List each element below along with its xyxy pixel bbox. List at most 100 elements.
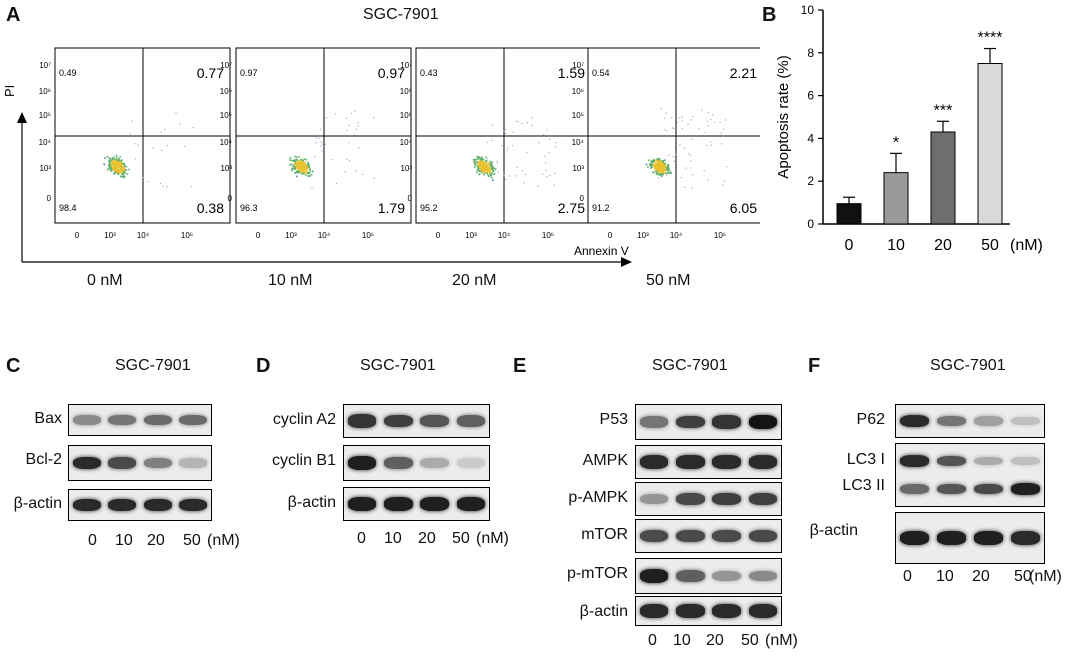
blot-band — [676, 529, 705, 543]
blot-band — [937, 531, 966, 545]
lane-label: 20 — [147, 532, 165, 549]
panel-letter-f: F — [808, 355, 821, 377]
blot-band — [974, 456, 1003, 466]
blot-band — [420, 457, 449, 469]
blot-row-label: p-AMPK — [568, 489, 628, 506]
blot-band — [974, 416, 1003, 426]
blot-band — [974, 483, 1003, 495]
x-tick-label: 10⁴ — [318, 231, 331, 240]
panel-d-title: SGC-7901 — [360, 357, 436, 374]
y-tick-label: 10⁷ — [400, 61, 412, 70]
y-tick-label: 10⁶ — [220, 87, 232, 96]
blot-band — [143, 414, 172, 426]
bar-0 — [836, 203, 862, 225]
blot-band — [712, 529, 741, 543]
blot-band — [347, 414, 377, 428]
lane-label: 50 — [183, 532, 201, 549]
bar-x-tick-label: 50 — [981, 237, 999, 254]
blot-row-label: cyclin B1 — [271, 452, 336, 469]
blot-strip — [635, 519, 782, 553]
blot-band — [420, 497, 449, 511]
lane-label: 50 — [452, 530, 470, 547]
lane-label: 10 — [384, 530, 402, 547]
blot-band — [179, 414, 208, 426]
blot-band — [72, 498, 101, 512]
blot-band — [179, 498, 208, 512]
lane-unit: (nM) — [476, 530, 509, 547]
y-tick-label: 10⁵ — [572, 111, 584, 120]
quadrant-value-lr: 0.38 — [197, 200, 224, 216]
lane-label: 50 — [741, 632, 759, 649]
blot-strip — [895, 404, 1045, 438]
blot-strip — [343, 487, 490, 521]
blot-band — [108, 457, 137, 469]
blot-strip — [635, 596, 782, 626]
panel-f-title: SGC-7901 — [930, 357, 1006, 374]
blot-band — [937, 483, 966, 495]
panel-letter-d: D — [256, 355, 271, 377]
bar-x-unit: (nM) — [1010, 237, 1043, 254]
blot-row-label: β-actin — [287, 494, 336, 511]
flow-scatter-dots — [289, 110, 375, 189]
blot-band — [712, 570, 741, 582]
bar-y-tick-label: 6 — [807, 89, 814, 103]
blot-band — [900, 414, 929, 428]
blot-band — [712, 455, 741, 469]
quadrant-value-ul: 0.49 — [59, 68, 77, 78]
blot-strip — [68, 404, 212, 436]
significance-mark: **** — [978, 30, 1003, 47]
flow-scatter-dots — [472, 117, 557, 187]
lane-label: 20 — [972, 568, 990, 585]
panel-c-title: SGC-7901 — [115, 357, 191, 374]
bar-x-tick-label: 20 — [934, 237, 952, 254]
blot-strip — [635, 404, 782, 440]
blot-band — [900, 531, 929, 545]
plot-label-2: 20 nM — [452, 272, 497, 289]
blot-band — [712, 492, 741, 506]
x-tick-label: 10³ — [104, 231, 116, 240]
blot-band — [974, 531, 1003, 545]
bar-y-tick-label: 0 — [807, 217, 814, 231]
quadrant-value-ll: 95.2 — [420, 203, 438, 213]
lane-label: 50 — [1014, 568, 1032, 585]
quadrant-value-ur: 0.77 — [197, 65, 224, 81]
y-tick-label: 10⁵ — [400, 111, 412, 120]
blot-band — [179, 458, 208, 468]
blot-row-label: AMPK — [582, 452, 628, 469]
blot-band — [676, 492, 705, 506]
blot-band — [639, 604, 669, 618]
blot-strip — [635, 445, 782, 479]
blot-band — [108, 414, 137, 426]
y-tick-label: 10⁷ — [572, 61, 584, 70]
blot-band — [748, 570, 777, 582]
x-tick-label: 10⁴ — [137, 231, 150, 240]
quadrant-value-lr: 2.75 — [558, 200, 585, 216]
blot-band — [748, 529, 777, 543]
lane-label: 10 — [936, 568, 954, 585]
blot-band — [676, 604, 705, 618]
lane-label: 0 — [357, 530, 366, 547]
blot-band — [1011, 416, 1040, 426]
blot-row-label: P53 — [599, 411, 628, 428]
blot-row-label: Bax — [34, 410, 62, 427]
blot-row-label: β-actin — [579, 603, 628, 620]
y-tick-label: 10⁷ — [220, 61, 232, 70]
y-tick-label: 10⁶ — [39, 87, 51, 96]
lane-label: 10 — [673, 632, 691, 649]
quadrant-value-lr: 1.79 — [378, 200, 405, 216]
panel-a-title: SGC-7901 — [363, 6, 439, 23]
blot-band — [384, 414, 413, 428]
blot-strip — [635, 482, 782, 516]
blot-strip — [343, 445, 490, 481]
blot-band — [347, 456, 377, 470]
blot-band — [937, 455, 966, 467]
y-tick-label: 10⁴ — [39, 138, 52, 147]
y-tick-label: 0 — [580, 194, 585, 203]
y-tick-label: 10³ — [400, 164, 412, 173]
x-tick-label: 0 — [75, 231, 80, 240]
blot-band — [72, 456, 101, 470]
x-tick-label: 0 — [256, 231, 261, 240]
blot-band — [72, 414, 101, 426]
x-tick-label: 10⁶ — [362, 231, 374, 240]
y-tick-label: 10⁵ — [220, 111, 232, 120]
